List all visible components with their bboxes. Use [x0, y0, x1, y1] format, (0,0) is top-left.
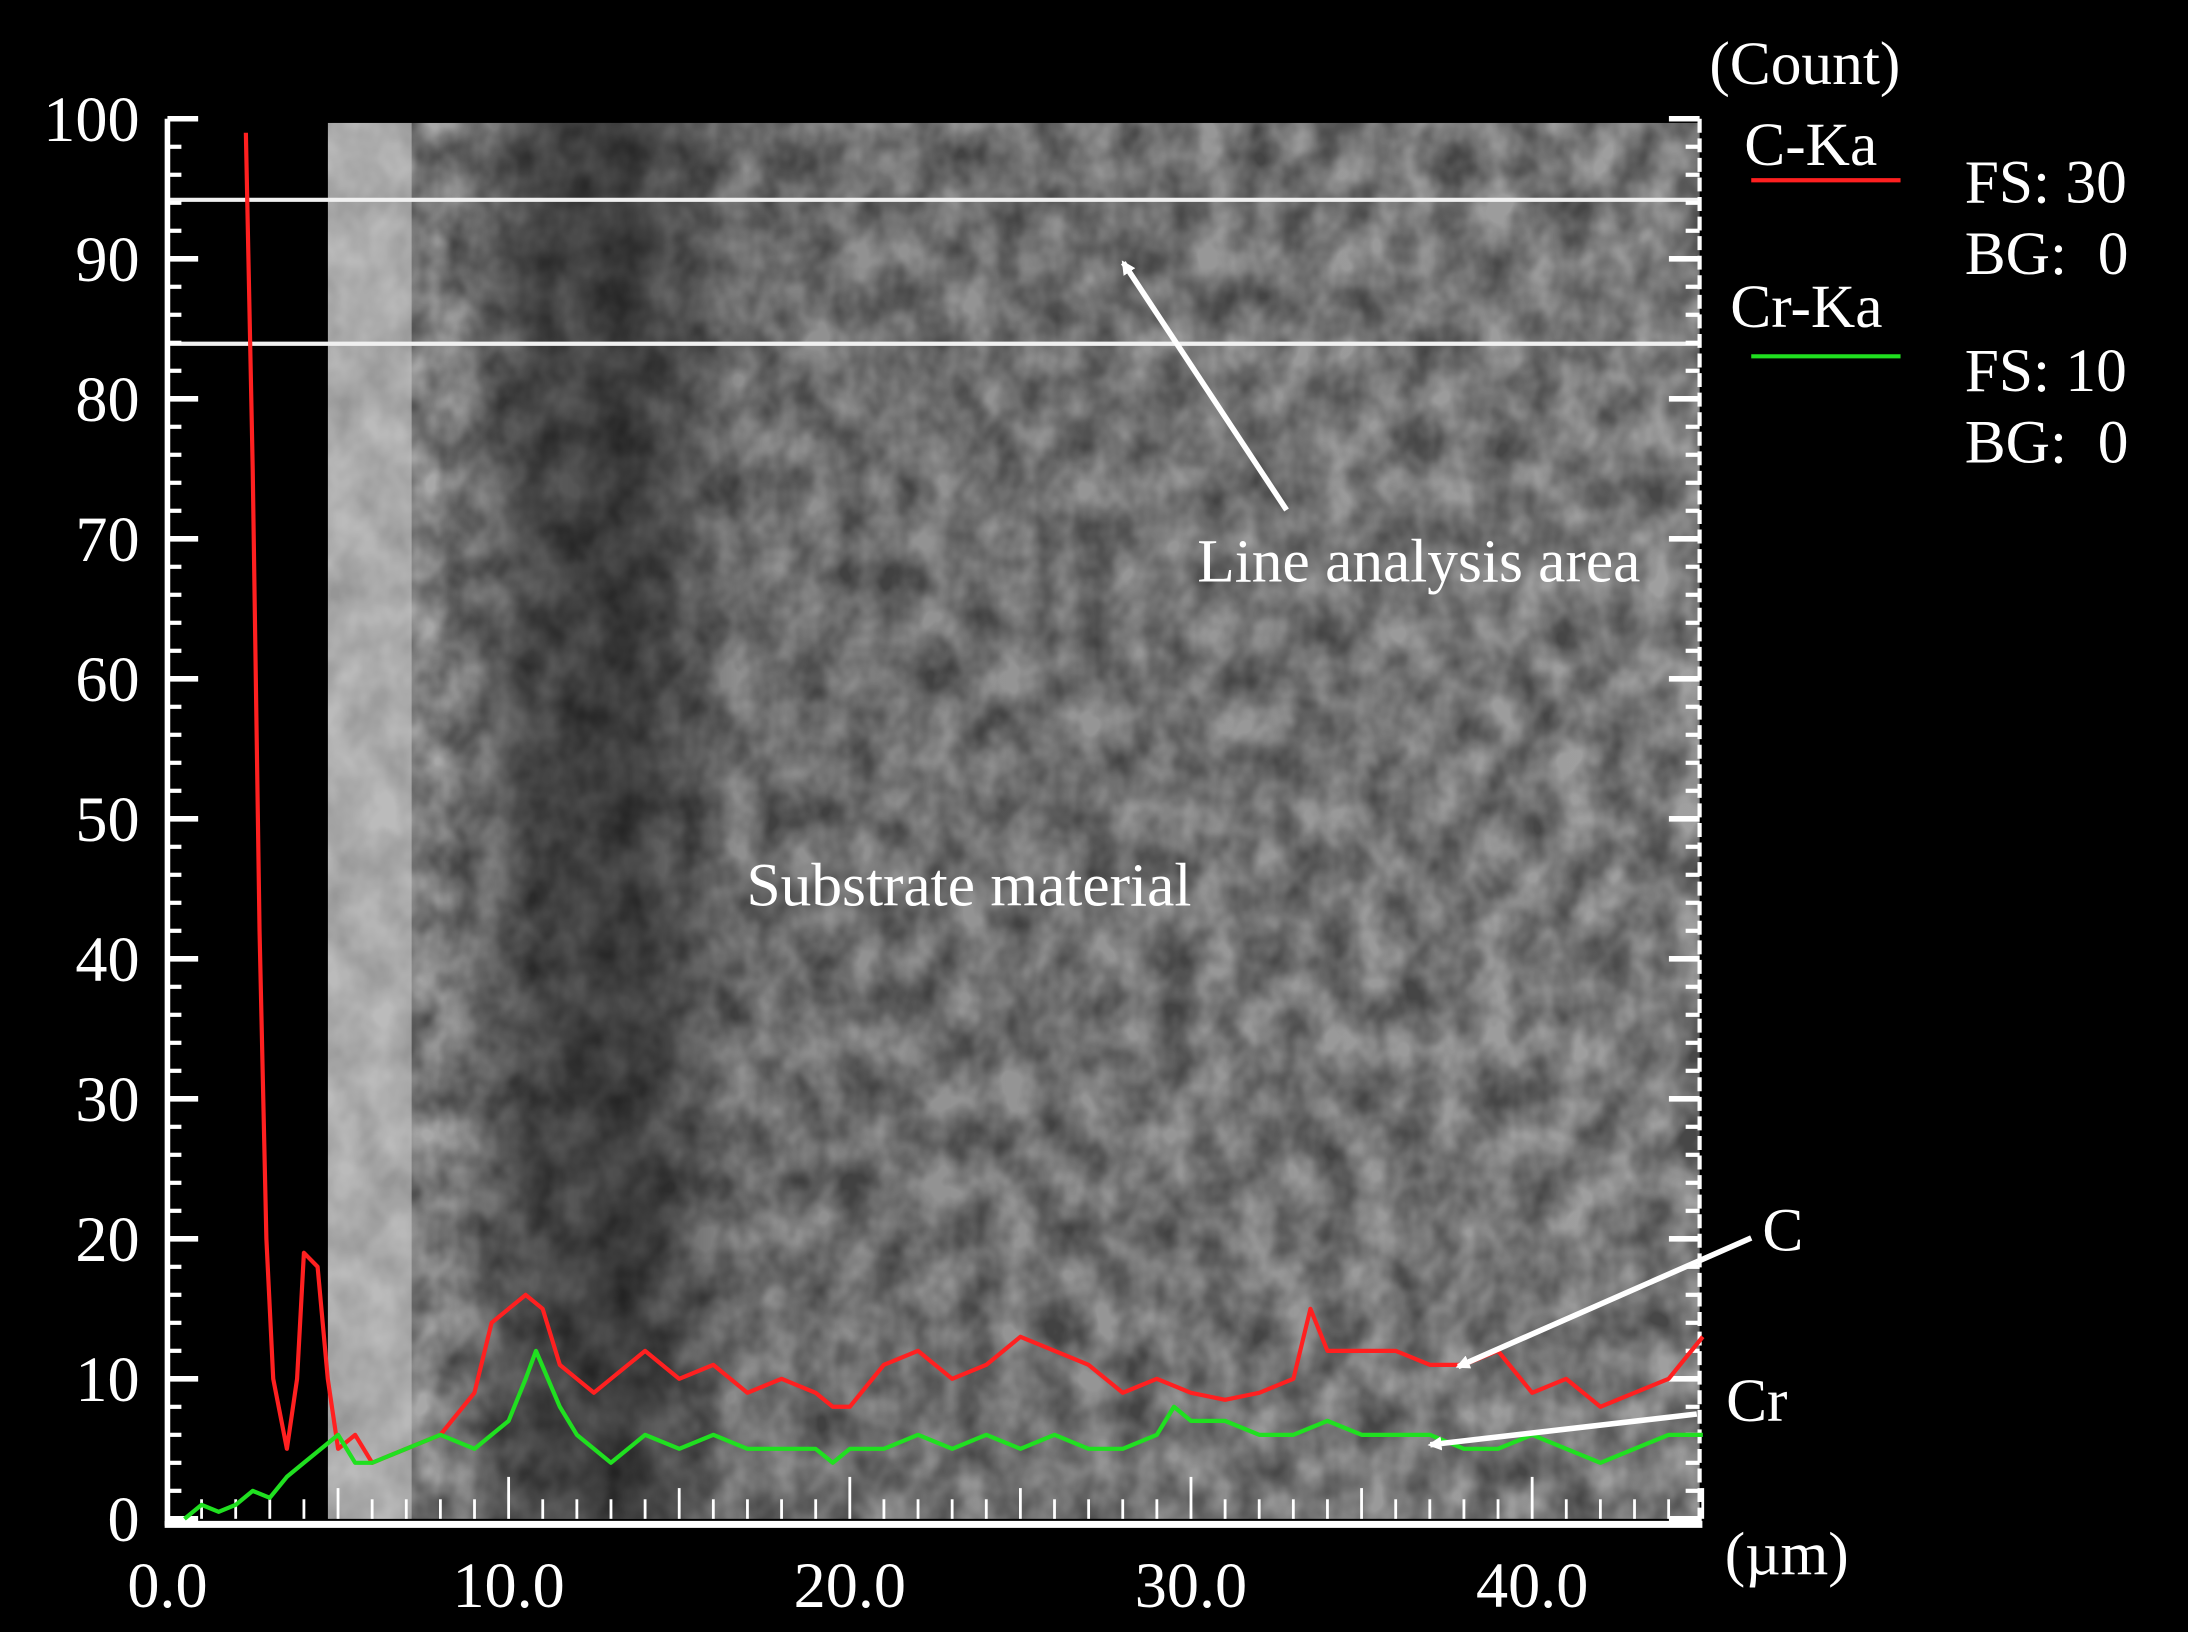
arrow-line-analysis — [1120, 260, 1289, 512]
legend-cr-ka-label: Cr-Ka — [1730, 273, 1882, 341]
x-tick-label: 20.0 — [794, 1550, 906, 1621]
legend-cr-ka-bg: BG: 0 — [1965, 408, 2129, 476]
y-tick-label: 20 — [75, 1204, 139, 1275]
x-tick-label: 40.0 — [1476, 1550, 1588, 1621]
annotation-cr: Cr — [1726, 1367, 1787, 1435]
annotation-c: C — [1762, 1197, 1803, 1265]
y-tick-label: 50 — [75, 784, 139, 855]
annotation-substrate-material: Substrate material — [747, 851, 1192, 919]
x-tick-label: 30.0 — [1135, 1550, 1247, 1621]
y-tick-label: 100 — [43, 84, 139, 155]
y-tick-label: 40 — [75, 924, 139, 995]
x-tick-label: 0.0 — [127, 1550, 207, 1621]
y-tick-label: 60 — [75, 644, 139, 715]
x-axis-unit-label: (µm) — [1725, 1521, 1849, 1589]
y-tick-label: 70 — [75, 504, 139, 575]
y-axis-unit-label: (Count) — [1709, 30, 1900, 98]
y-tick-label: 80 — [75, 364, 139, 435]
micrograph-image — [327, 122, 1700, 1519]
arrow-cr — [1427, 1411, 1698, 1451]
series-line-cr-ka — [183, 1348, 1703, 1521]
legend-cr-ka-fs: FS: 10 — [1965, 337, 2127, 405]
annotation-line-analysis-area: Line analysis area — [1197, 527, 1640, 595]
y-tick-label: 30 — [75, 1064, 139, 1135]
series-line-c-ka — [243, 132, 1705, 1465]
legend-c-ka-fs: FS: 30 — [1965, 149, 2127, 217]
arrow-c — [1455, 1235, 1753, 1370]
legend-c-ka-bg: BG: 0 — [1965, 220, 2129, 288]
x-tick-label: 10.0 — [452, 1550, 564, 1621]
legend-c-ka-label: C-Ka — [1744, 111, 1877, 179]
y-tick-label: 10 — [75, 1344, 139, 1415]
y-tick-label: 0 — [107, 1484, 139, 1555]
y-tick-label: 90 — [75, 224, 139, 295]
